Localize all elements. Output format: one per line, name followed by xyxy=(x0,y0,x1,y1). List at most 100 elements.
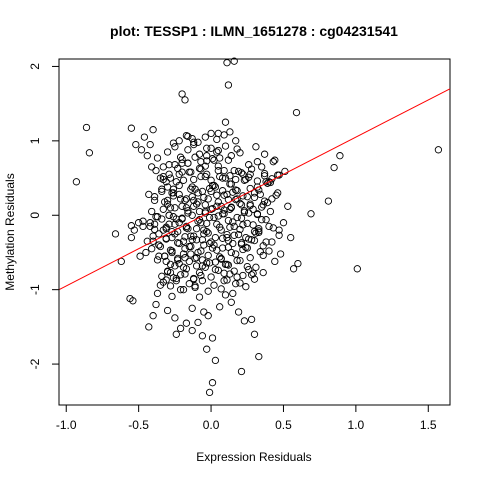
data-point xyxy=(150,196,159,205)
data-point xyxy=(188,236,196,244)
data-point xyxy=(184,159,192,167)
data-point xyxy=(146,140,154,149)
data-point xyxy=(259,201,267,209)
data-point xyxy=(227,180,235,188)
data-point xyxy=(111,230,120,238)
data-point xyxy=(171,220,179,228)
data-point xyxy=(226,205,234,213)
data-point xyxy=(127,124,136,132)
data-point xyxy=(245,209,253,217)
data-point xyxy=(207,144,215,152)
data-point xyxy=(188,326,196,335)
x-tick-label: 1.5 xyxy=(420,418,437,432)
data-point xyxy=(232,137,240,145)
data-point xyxy=(152,300,160,309)
data-point xyxy=(148,207,156,216)
data-point xyxy=(152,166,160,175)
data-point xyxy=(233,187,241,195)
data-point xyxy=(188,211,196,219)
data-point xyxy=(174,239,182,247)
data-point xyxy=(165,211,173,219)
data-point xyxy=(276,250,285,258)
y-tick-label: -2 xyxy=(28,358,42,369)
data-point xyxy=(149,126,157,134)
data-point xyxy=(221,118,230,126)
data-point xyxy=(148,245,156,253)
data-point xyxy=(162,178,170,186)
data-point xyxy=(265,247,273,255)
data-point xyxy=(236,279,244,287)
data-point xyxy=(179,286,188,294)
x-tick-label: -0.5 xyxy=(128,418,149,432)
data-point xyxy=(243,244,251,252)
data-point xyxy=(253,177,262,185)
data-point xyxy=(208,155,217,163)
data-point xyxy=(194,318,202,327)
data-point xyxy=(268,238,276,246)
data-point xyxy=(175,259,183,268)
data-point xyxy=(194,198,202,206)
data-point xyxy=(132,140,140,149)
data-point xyxy=(171,161,179,169)
data-point xyxy=(166,246,175,254)
data-point xyxy=(182,195,191,203)
data-point xyxy=(294,259,302,268)
data-point xyxy=(188,134,196,143)
data-point xyxy=(224,236,233,245)
data-point xyxy=(161,252,169,260)
data-point xyxy=(214,146,222,155)
data-point xyxy=(127,222,136,230)
data-point xyxy=(224,216,233,225)
data-point xyxy=(234,308,243,316)
data-point xyxy=(153,154,162,162)
data-point xyxy=(260,169,269,178)
data-point xyxy=(252,143,260,151)
data-points xyxy=(72,57,443,397)
data-point xyxy=(191,153,199,161)
data-point xyxy=(214,266,222,274)
data-point xyxy=(218,210,227,218)
data-point xyxy=(148,163,156,171)
x-axis-label: Expression Residuals xyxy=(196,450,311,464)
y-tick-label: 2 xyxy=(28,63,42,70)
data-point xyxy=(184,146,192,154)
data-point xyxy=(263,179,272,187)
data-point xyxy=(203,152,211,160)
data-point xyxy=(252,263,260,271)
data-point xyxy=(205,388,214,397)
data-point xyxy=(226,128,234,136)
data-point xyxy=(187,232,195,240)
data-point xyxy=(171,314,179,322)
data-point xyxy=(218,187,227,195)
data-point xyxy=(187,250,195,258)
data-point xyxy=(237,214,246,222)
x-axis: -1.0 -0.5 0.0 0.5 1.0 1.5 xyxy=(56,404,437,432)
data-point xyxy=(234,230,243,239)
data-point xyxy=(213,135,221,144)
data-point xyxy=(150,193,159,201)
data-point xyxy=(245,173,253,181)
data-point xyxy=(190,202,198,210)
data-point xyxy=(198,256,207,264)
data-point xyxy=(176,271,185,279)
data-point xyxy=(284,202,292,210)
data-point xyxy=(198,187,207,196)
data-point xyxy=(175,170,183,178)
data-point xyxy=(155,252,163,260)
data-point xyxy=(245,235,253,243)
data-point xyxy=(221,174,230,182)
data-point xyxy=(214,162,222,170)
data-point xyxy=(166,282,175,290)
data-point xyxy=(275,226,283,234)
data-point xyxy=(82,123,91,132)
data-point xyxy=(171,204,179,212)
data-point xyxy=(156,242,165,251)
data-point xyxy=(221,142,230,150)
data-point xyxy=(190,175,198,184)
data-point xyxy=(274,189,282,197)
data-point xyxy=(181,270,189,278)
y-axis: -2 -1 0 1 2 xyxy=(28,63,60,369)
data-point xyxy=(168,227,176,236)
y-tick-label: -1 xyxy=(28,284,42,295)
